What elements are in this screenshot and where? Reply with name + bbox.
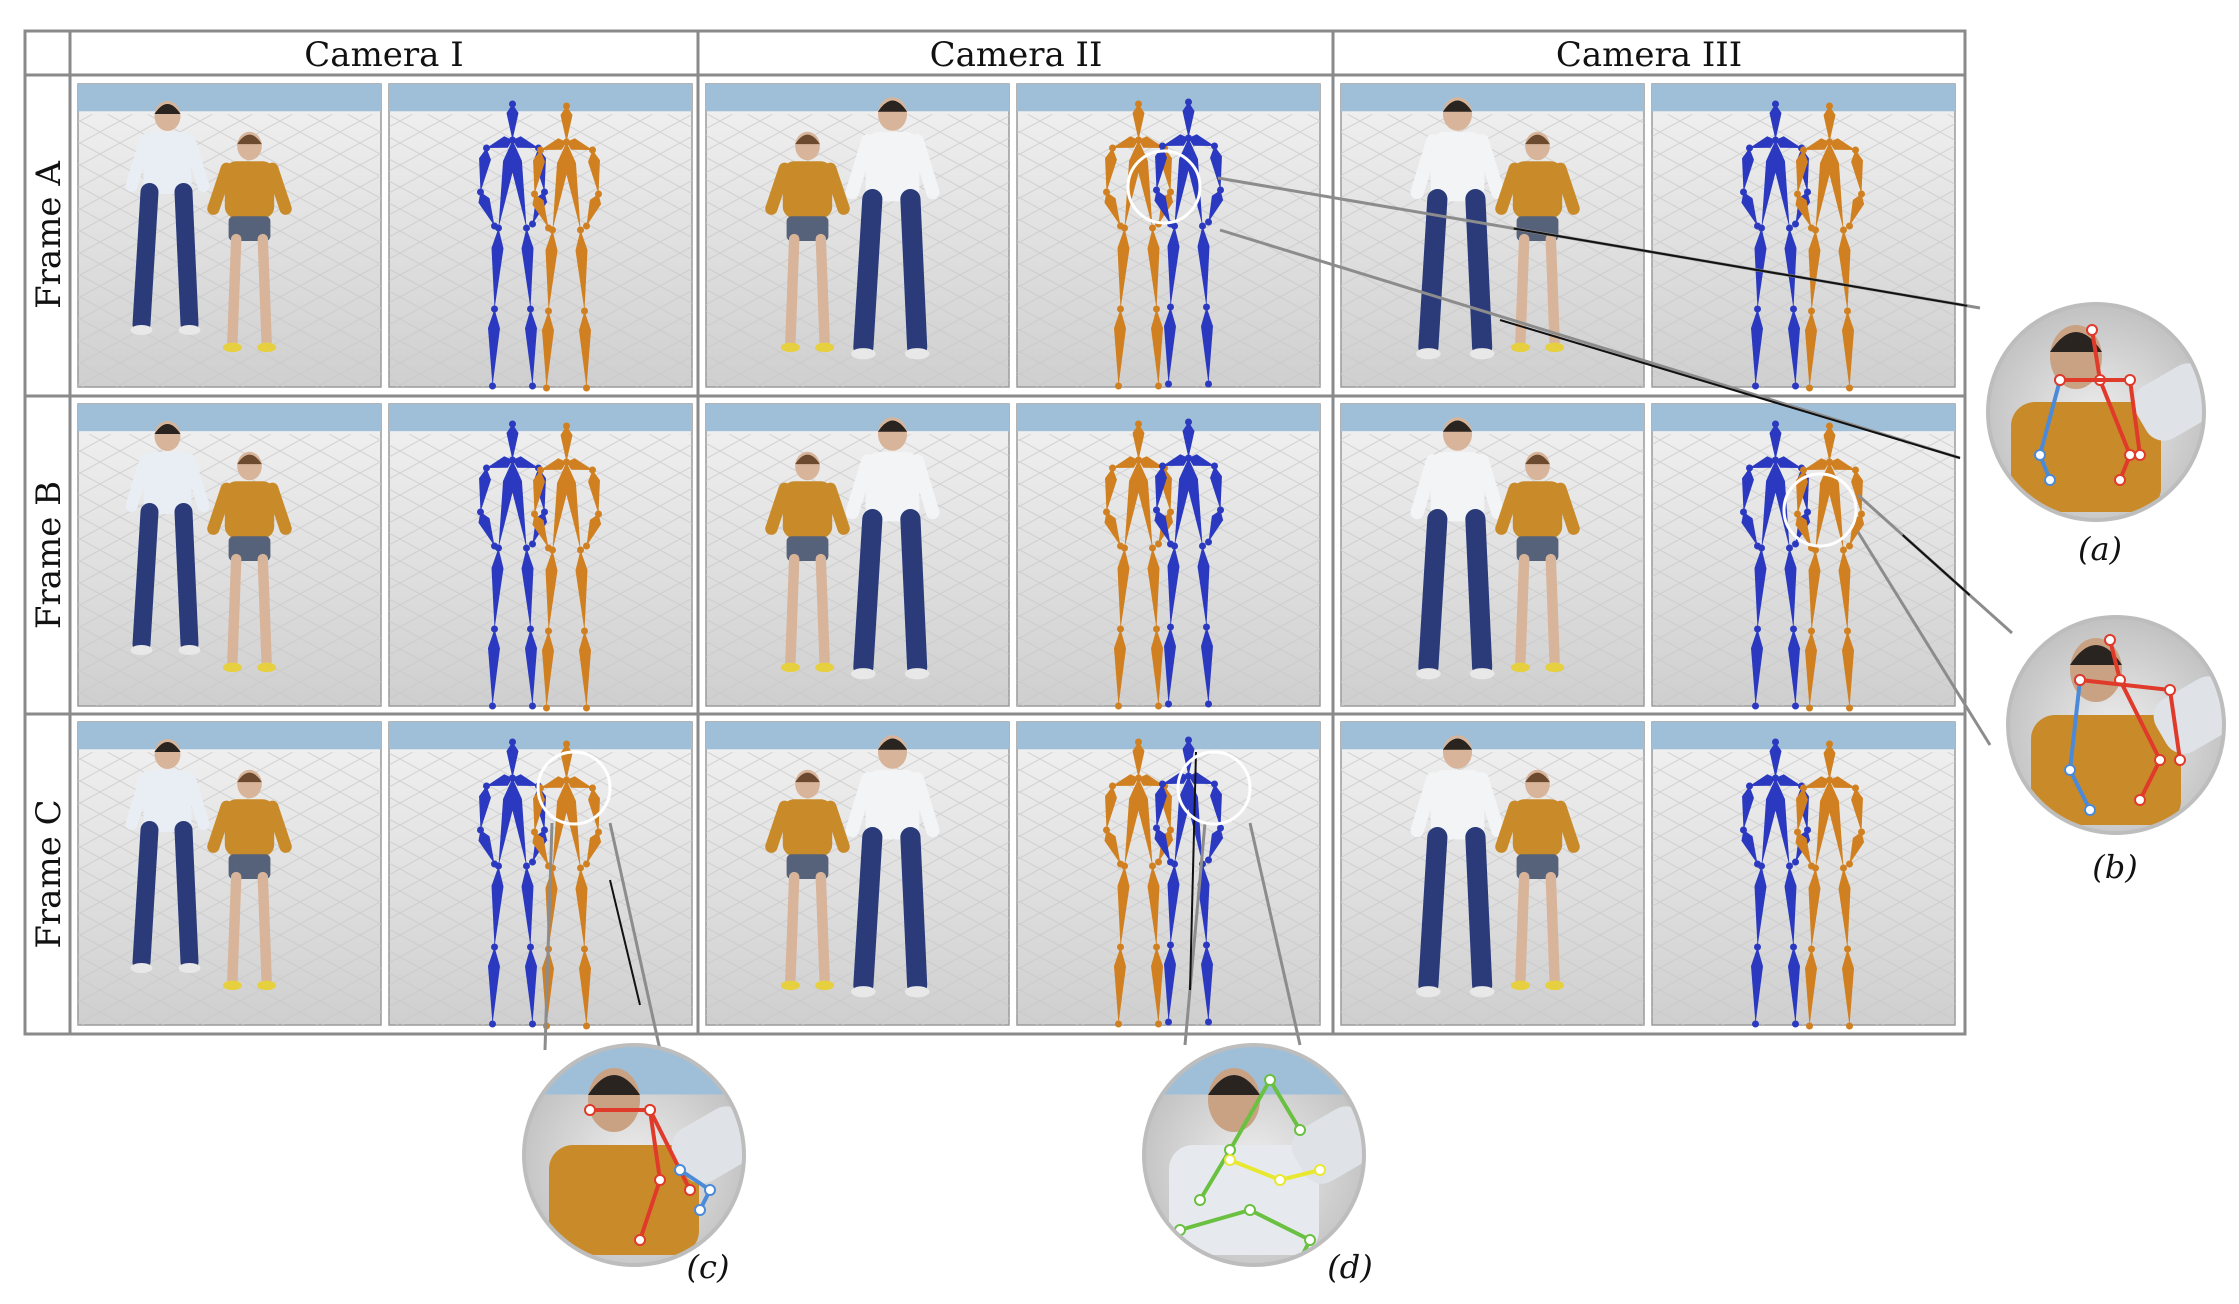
frame-b-camera-3-skeleton-blue <box>1740 420 1811 710</box>
frame-c-camera-3-skeleton-orange <box>1794 740 1865 1030</box>
zoom-a-skeleton-line-0 <box>2090 329 2132 481</box>
zoom-insets <box>522 302 2226 1267</box>
frame-b-camera-3-skeleton-panel <box>1651 403 1956 712</box>
column-header-camera-2: Camera II <box>930 35 1103 75</box>
row-header-frame-c: Frame C <box>29 799 69 948</box>
zoom-inset-a <box>1986 302 2206 522</box>
frame-a-camera-2-dancer-shorts <box>765 131 850 353</box>
frame-c-camera-3-dancer-jeans <box>1410 735 1505 998</box>
frame-c-camera-3-skeleton-blue <box>1740 738 1811 1028</box>
frame-c-camera-2-render-panel <box>705 721 1010 1026</box>
frame-a-camera-1-skeleton-blue <box>477 100 548 390</box>
highlight-circle-d <box>1176 750 1252 826</box>
frame-a-camera-3-skeleton-panel <box>1651 83 1956 392</box>
frame-c-camera-1-skeleton-panel <box>388 721 693 1030</box>
row-header-frame-a: Frame A <box>29 161 69 309</box>
zoom-connectors <box>543 176 2014 1051</box>
frame-a-camera-3-dancer-shorts <box>1495 131 1580 353</box>
row-header-frame-b: Frame B <box>29 481 69 629</box>
frame-c-camera-2-skeleton-blue <box>1153 736 1224 1026</box>
highlight-circle-a <box>1126 149 1202 225</box>
frame-a-camera-1-dancer-jeans <box>125 101 210 335</box>
frame-b-camera-3-dancer-jeans <box>1410 417 1505 680</box>
frame-b-camera-1-skeleton-blue <box>477 420 548 710</box>
frame-b-camera-1-skeleton-panel <box>388 403 693 712</box>
frame-b-camera-3-render-panel <box>1340 403 1645 707</box>
frame-c-camera-3-skeleton-panel <box>1651 721 1956 1030</box>
zoom-inset-c <box>522 1043 746 1267</box>
frame-a-camera-2-dancer-jeans <box>845 97 940 360</box>
frame-b-camera-3-dancer-shorts <box>1495 451 1580 673</box>
frame-b-camera-2-render-panel <box>705 403 1010 707</box>
frame-b-camera-1-dancer-jeans <box>125 421 210 655</box>
frame-b-camera-2-skeleton-blue <box>1153 418 1224 708</box>
inset-caption-c: (c) <box>687 1248 730 1286</box>
frame-a-camera-3-render-panel <box>1340 83 1645 388</box>
panels-layer <box>77 83 1956 1030</box>
frame-a-camera-2-render-panel <box>705 83 1010 388</box>
column-header-camera-3: Camera III <box>1556 35 1742 75</box>
frame-b-camera-1-render-panel <box>77 403 382 707</box>
zoom-d-skeleton-line-2 <box>1179 1208 1312 1261</box>
frame-b-camera-2-skeleton-orange <box>1103 420 1174 710</box>
zoom-inset-d <box>1142 1043 1366 1267</box>
frame-b-camera-2-skeleton-panel <box>1016 403 1321 710</box>
highlight-circle-c <box>536 750 612 826</box>
frame-c-camera-1-dancer-jeans <box>125 739 210 973</box>
frame-c-camera-2-skeleton-orange <box>1103 738 1174 1028</box>
highlight-circle-b <box>1782 472 1858 548</box>
zoom-d-skeleton-line-0 <box>1198 1078 1302 1202</box>
frame-c-camera-2-dancer-shorts <box>765 769 850 991</box>
frame-b-camera-2-dancer-shorts <box>765 451 850 673</box>
frame-c-camera-1-render-panel <box>77 721 382 1026</box>
frame-a-camera-1-skeleton-panel <box>388 83 693 392</box>
frame-c-camera-1-dancer-shorts <box>207 769 292 991</box>
frame-c-camera-2-dancer-jeans <box>845 735 940 998</box>
inset-caption-a: (a) <box>2078 530 2122 568</box>
frame-a-camera-1-skeleton-orange <box>531 102 602 392</box>
inset-caption-d: (d) <box>1327 1248 1372 1286</box>
frame-a-camera-3-dancer-jeans <box>1410 97 1505 360</box>
frame-a-camera-1-render-panel <box>77 83 382 388</box>
frame-c-camera-3-render-panel <box>1340 721 1645 1026</box>
frame-a-camera-2-skeleton-panel <box>1016 83 1321 390</box>
zoom-inset-b <box>2006 615 2226 835</box>
frame-a-camera-1-dancer-shorts <box>207 131 292 353</box>
frame-c-camera-1-skeleton-orange <box>531 740 602 1030</box>
frame-b-camera-2-dancer-jeans <box>845 417 940 680</box>
column-header-camera-1: Camera I <box>304 35 463 75</box>
frame-b-camera-1-skeleton-orange <box>531 422 602 712</box>
zoom-b-skeleton-line-0 <box>2108 639 2162 801</box>
inset-caption-b: (b) <box>2092 848 2137 886</box>
frame-c-camera-3-dancer-shorts <box>1495 769 1580 991</box>
frame-c-camera-2-skeleton-panel <box>1016 721 1321 1028</box>
frame-b-camera-1-dancer-shorts <box>207 451 292 673</box>
frame-a-camera-3-skeleton-orange <box>1794 102 1865 392</box>
